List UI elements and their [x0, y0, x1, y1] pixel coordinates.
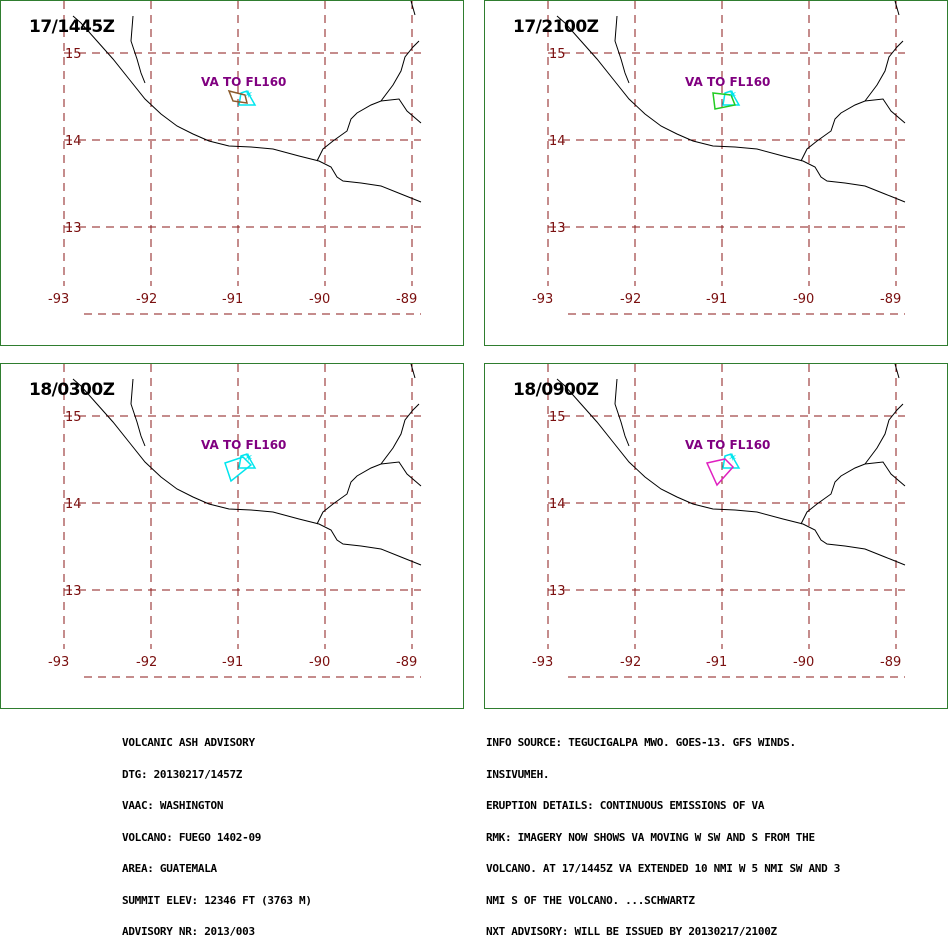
- latitude-label: 13: [65, 584, 82, 599]
- advisory-right-line: NXT ADVISORY: WILL BE ISSUED BY 20130217…: [486, 925, 777, 938]
- map-panel: 15 14 13 -93 -92 -91 -90 -89 VA TO FL160 ✶ 17/2100…: [484, 0, 948, 346]
- country-border: [864, 403, 904, 465]
- map-canvas: 15 14 13 -93 -92 -91 -90 -89 VA TO FL160✶: [48, 1, 422, 315]
- advisory-right-line: RMK: IMAGERY NOW SHOWS VA MOVING W SW AN…: [486, 830, 815, 844]
- country-border: [894, 1, 900, 16]
- longitude-label: -91: [222, 292, 243, 307]
- va-flight-level-label: VA TO FL160: [201, 438, 286, 452]
- country-border: [614, 378, 630, 447]
- longitude-label: -90: [793, 655, 814, 670]
- latitude-label: 14: [65, 134, 82, 149]
- coastline: [72, 378, 422, 566]
- country-border: [130, 15, 146, 84]
- longitude-label: -89: [396, 655, 417, 670]
- longitude-label: -90: [309, 292, 330, 307]
- advisory-right-line: INSIVUMEH.: [486, 767, 550, 781]
- forecast-ash-polygon: [227, 89, 248, 104]
- longitude-label: -93: [48, 655, 69, 670]
- longitude-label: -89: [396, 292, 417, 307]
- longitude-label: -91: [706, 655, 727, 670]
- initial-ash-polygon: [722, 453, 741, 469]
- coastline: [72, 15, 422, 203]
- latitude-label: 13: [549, 584, 566, 599]
- country-border: [380, 40, 420, 102]
- coastline: [556, 15, 906, 203]
- forecast-ash-polygon: [705, 458, 735, 487]
- country-border: [410, 1, 416, 16]
- panel-time-title: 17/1445Z: [29, 17, 115, 37]
- longitude-label: -92: [620, 655, 641, 670]
- latitude-label: 14: [549, 497, 566, 512]
- longitude-label: -91: [222, 655, 243, 670]
- country-border: [614, 15, 630, 84]
- longitude-label: -90: [309, 655, 330, 670]
- map-panel: 15 14 13 -93 -92 -91 -90 -89 VA TO FL160 ✶ 17/1445…: [0, 0, 464, 346]
- longitude-label: -93: [532, 655, 553, 670]
- panel-time-title: 18/0300Z: [29, 380, 115, 400]
- advisory-left-line: VAAC: WASHINGTON: [122, 799, 224, 812]
- advisory-left-line: AREA: GUATEMALA: [122, 862, 217, 875]
- latitude-label: 14: [65, 497, 82, 512]
- latitude-label: 15: [549, 47, 566, 62]
- longitude-label: -92: [136, 655, 157, 670]
- latitude-label: 15: [65, 410, 82, 425]
- latitude-label: 13: [65, 221, 82, 236]
- va-flight-level-label: VA TO FL160: [685, 75, 770, 89]
- latitude-label: 15: [549, 410, 566, 425]
- panel-time-title: 18/0900Z: [513, 380, 599, 400]
- longitude-label: -92: [620, 292, 641, 307]
- advisory-left-line: VOLCANO: FUEGO 1402-09: [122, 830, 262, 844]
- advisory-right-line: NMI S OF THE VOLCANO. ...SCHWARTZ: [486, 893, 695, 907]
- initial-ash-polygon: [722, 90, 741, 106]
- advisory-left-line: VOLCANIC ASH ADVISORY: [122, 736, 255, 749]
- forecast-ash-polygon: [224, 456, 253, 483]
- country-border: [130, 378, 146, 447]
- longitude-label: -89: [880, 655, 901, 670]
- advisory-left-line: DTG: 20130217/1457Z: [122, 767, 243, 781]
- country-border: [316, 98, 422, 162]
- latitude-label: 14: [549, 134, 566, 149]
- va-flight-level-label: VA TO FL160: [685, 438, 770, 452]
- advisory-right-line: VOLCANO. AT 17/1445Z VA EXTENDED 10 NMI …: [486, 862, 841, 875]
- country-border: [800, 461, 906, 525]
- advisory-left-line: SUMMIT ELEV: 12346 FT (3763 M): [122, 893, 312, 907]
- volcano-marker-icon: ✶: [244, 451, 253, 464]
- longitude-label: -93: [48, 292, 69, 307]
- va-flight-level-label: VA TO FL160: [201, 75, 286, 89]
- coastline: [556, 378, 906, 566]
- initial-ash-polygon: [238, 453, 257, 469]
- latitude-label: 15: [65, 47, 82, 62]
- advisory-left-line: ADVISORY NR: 2013/003: [122, 925, 255, 938]
- volcano-marker-icon: ✶: [728, 451, 737, 464]
- volcano-marker-icon: ✶: [244, 88, 253, 101]
- advisory-right-line: INFO SOURCE: TEGUCIGALPA MWO. GOES-13. G…: [486, 736, 796, 749]
- country-border: [380, 403, 420, 465]
- country-border: [800, 98, 906, 162]
- country-border: [316, 461, 422, 525]
- advisory-right-line: ERUPTION DETAILS: CONTINUOUS EMISSIONS O…: [486, 799, 765, 812]
- longitude-label: -89: [880, 292, 901, 307]
- map-panel: 15 14 13 -93 -92 -91 -90 -89 VA TO FL160 ✶ 18/0900…: [484, 363, 948, 709]
- longitude-label: -93: [532, 292, 553, 307]
- advisory-right-text: INFO SOURCE: TEGUCIGALPA MWO. GOES-13. G…: [486, 717, 840, 948]
- latitude-label: 13: [549, 221, 566, 236]
- longitude-label: -92: [136, 292, 157, 307]
- advisory-left-text: VOLCANIC ASH ADVISORY DTG: 20130217/1457…: [122, 717, 312, 948]
- map-panel: 15 14 13 -93 -92 -91 -90 -89 VA TO FL160 ✶ 18/0300…: [0, 363, 464, 709]
- forecast-ash-polygon: [712, 92, 737, 110]
- volcano-marker-icon: ✶: [728, 88, 737, 101]
- country-border: [410, 364, 416, 379]
- country-border: [894, 364, 900, 379]
- longitude-label: -91: [706, 292, 727, 307]
- map-canvas: 15 14 13 -93 -92 -91 -90 -89 VA TO FL160✶: [48, 364, 422, 678]
- initial-ash-polygon: [238, 90, 257, 106]
- country-border: [864, 40, 904, 102]
- map-canvas: 15 14 13 -93 -92 -91 -90 -89 VA TO FL160✶: [532, 1, 906, 315]
- longitude-label: -90: [793, 292, 814, 307]
- map-canvas: 15 14 13 -93 -92 -91 -90 -89 VA TO FL160✶: [532, 364, 906, 678]
- panel-time-title: 17/2100Z: [513, 17, 599, 37]
